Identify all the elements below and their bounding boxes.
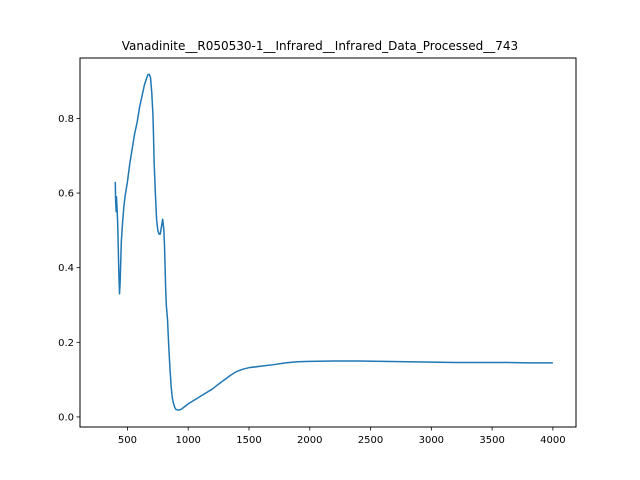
x-tick-label: 500 bbox=[118, 435, 137, 446]
x-tick-label: 4000 bbox=[540, 435, 565, 446]
y-tick-label: 0.0 bbox=[58, 412, 74, 423]
plot-area: 500 1000 1500 2000 2500 3000 3500 4000 0.0 0.2 0.4… bbox=[58, 73, 566, 446]
x-tick-label: 2000 bbox=[297, 435, 322, 446]
x-tick-label: 1000 bbox=[175, 435, 200, 446]
chart-title: Vanadinite__R050530-1__Infrared__Infrare… bbox=[122, 39, 518, 53]
y-tick-label: 0.4 bbox=[58, 263, 74, 274]
x-tick-label: 3500 bbox=[479, 435, 504, 446]
plot-frame bbox=[79, 57, 577, 428]
x-tick-label: 2500 bbox=[358, 435, 383, 446]
x-tick-label: 3000 bbox=[419, 435, 444, 446]
y-tick-label: 0.6 bbox=[58, 189, 74, 200]
y-tick-label: 0.2 bbox=[58, 338, 74, 349]
y-tick-label: 0.8 bbox=[58, 114, 74, 125]
series-line bbox=[114, 73, 553, 411]
x-tick-label: 1500 bbox=[236, 435, 261, 446]
